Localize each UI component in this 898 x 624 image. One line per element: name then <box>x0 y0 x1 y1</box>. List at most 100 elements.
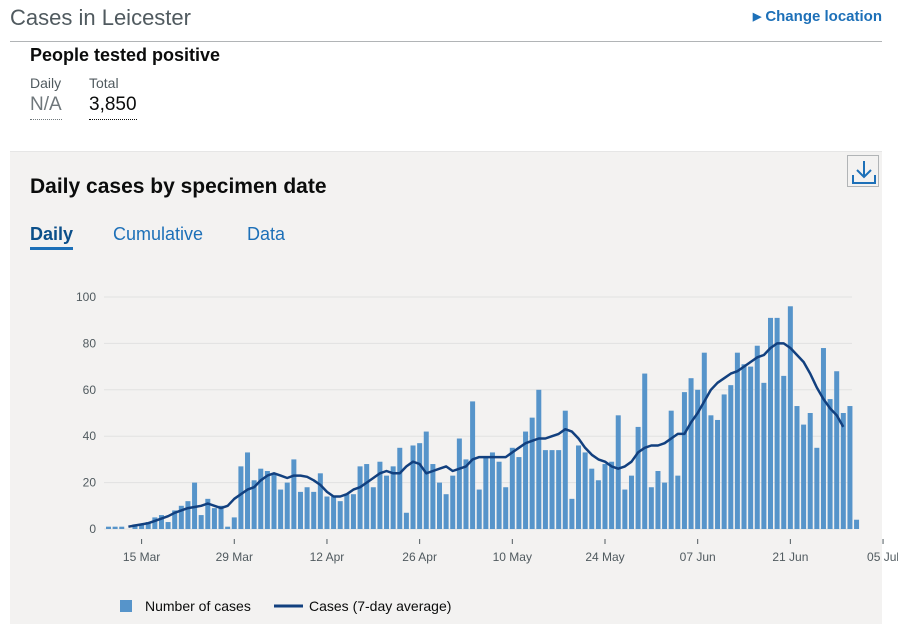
case-bar <box>390 466 396 529</box>
case-bar <box>483 457 489 529</box>
x-tick-label: 12 Apr <box>310 550 345 564</box>
case-bar <box>768 317 773 529</box>
case-bar <box>450 475 456 529</box>
case-bar <box>741 364 747 529</box>
case-bar <box>827 399 833 529</box>
legend-label-cases: Number of cases <box>145 598 251 614</box>
case-bar <box>695 389 701 529</box>
x-tick-label: 29 Mar <box>216 550 253 564</box>
x-tick-label: 07 Jun <box>680 550 716 564</box>
x-tick-label: 26 Apr <box>402 550 437 564</box>
case-bar <box>503 487 509 529</box>
case-bar <box>337 501 343 529</box>
case-bar <box>615 415 621 529</box>
download-icon <box>852 161 876 184</box>
case-bar <box>218 505 224 529</box>
daily-metric: Daily N/A <box>30 75 62 120</box>
case-bar <box>708 415 714 529</box>
case-bar <box>635 426 641 529</box>
tab-daily[interactable]: Daily <box>30 224 74 250</box>
download-button[interactable] <box>847 155 879 187</box>
case-bar <box>384 475 390 529</box>
case-bar <box>331 496 337 529</box>
case-bar <box>264 471 270 529</box>
legend-label-average: Cases (7-day average) <box>309 598 451 614</box>
case-bar <box>430 464 436 529</box>
case-bar <box>317 473 323 529</box>
case-bar <box>423 431 429 529</box>
total-metric: Total 3,850 <box>89 75 137 120</box>
case-bar <box>754 345 760 529</box>
summary-title: People tested positive <box>30 45 221 65</box>
case-bar <box>456 438 462 529</box>
case-bar <box>225 526 231 529</box>
case-bar <box>648 487 654 529</box>
daily-label: Daily <box>30 75 62 91</box>
case-bar <box>397 447 403 529</box>
case-bar <box>628 475 634 529</box>
case-bar <box>794 406 800 529</box>
tab-data[interactable]: Data <box>247 224 286 244</box>
case-bar <box>774 317 780 529</box>
case-bar <box>576 445 582 529</box>
case-bar <box>569 498 575 529</box>
case-bar <box>668 410 674 529</box>
case-bar <box>622 489 628 529</box>
x-tick-label: 24 May <box>585 550 624 564</box>
case-bar <box>238 466 244 529</box>
legend-bar-swatch <box>120 600 132 612</box>
case-bar <box>516 457 522 529</box>
case-bar <box>847 406 853 529</box>
case-bar <box>589 468 595 529</box>
case-bar <box>106 526 111 529</box>
case-bar <box>781 375 787 529</box>
case-bar <box>536 389 542 529</box>
y-tick-label: 0 <box>89 522 96 536</box>
case-bar <box>463 459 469 529</box>
change-location-link[interactable]: ▶ Change location <box>753 8 882 25</box>
case-bar <box>403 512 409 529</box>
case-bar <box>437 482 442 529</box>
case-bar <box>364 464 370 529</box>
case-bar <box>205 498 211 529</box>
case-bar <box>748 366 754 529</box>
case-bar <box>542 450 548 529</box>
case-bar <box>675 475 681 529</box>
case-bar <box>350 494 356 529</box>
case-bar <box>172 510 178 529</box>
x-tick-label: 05 Jul <box>867 550 898 564</box>
case-bar <box>840 413 846 529</box>
case-bar <box>284 482 290 529</box>
case-bar <box>602 464 608 529</box>
case-bar <box>178 505 184 529</box>
case-bar <box>470 401 476 529</box>
case-bar <box>119 526 125 529</box>
total-label: Total <box>89 75 119 91</box>
case-bar <box>278 489 284 529</box>
case-bar <box>814 447 820 529</box>
case-bar <box>417 443 423 529</box>
case-bar <box>728 385 734 529</box>
case-bar <box>662 482 668 529</box>
y-tick-label: 80 <box>83 336 97 350</box>
change-location-label: Change location <box>765 8 882 25</box>
x-tick-label: 15 Mar <box>123 550 160 564</box>
case-bar <box>834 371 840 529</box>
total-value[interactable]: 3,850 <box>89 94 137 120</box>
case-bar <box>582 452 588 529</box>
page-title: Cases in Leicester <box>10 5 191 30</box>
case-bar <box>721 394 727 529</box>
case-bar <box>715 419 721 529</box>
daily-value[interactable]: N/A <box>30 94 62 120</box>
case-bar <box>509 447 515 529</box>
case-bar <box>165 522 171 529</box>
case-bar <box>251 480 257 529</box>
case-bar <box>185 501 191 529</box>
tab-cumulative[interactable]: Cumulative <box>113 224 204 244</box>
y-tick-label: 60 <box>83 383 97 397</box>
case-bar <box>489 452 495 529</box>
case-bar <box>807 413 813 529</box>
case-bar <box>145 522 151 529</box>
case-bar <box>801 424 807 529</box>
